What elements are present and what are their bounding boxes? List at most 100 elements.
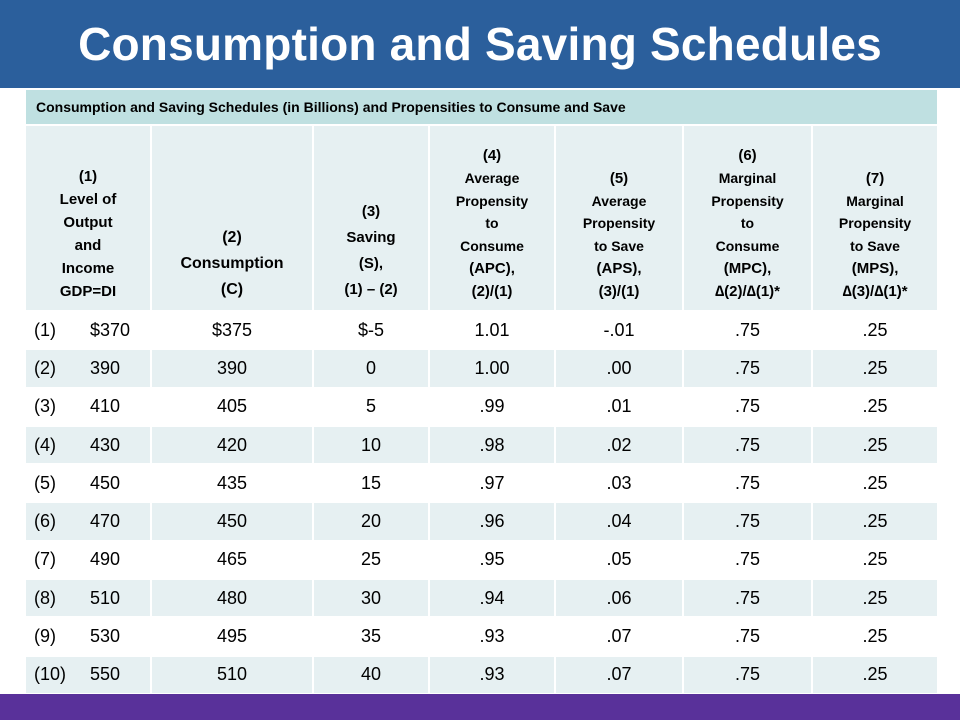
header-line: (1) – (2) — [344, 281, 398, 298]
header-line: ∆(2)/∆(1)* — [714, 283, 781, 300]
column-header-1: (1) Level of Output and Income GDP=DI — [24, 124, 152, 312]
cell-output-income: (8) 510 — [24, 578, 152, 619]
title-bar: Consumption and Saving Schedules — [0, 0, 960, 88]
cell-mps: .25 — [810, 578, 940, 619]
header-line: and — [74, 237, 102, 254]
cell-consumption: 450 — [150, 501, 314, 542]
cell-aps: .01 — [554, 386, 684, 427]
cell-aps: .04 — [554, 501, 684, 542]
cell-apc: .95 — [428, 539, 556, 581]
header-line: to — [485, 215, 499, 231]
cell-saving: $-5 — [312, 309, 430, 351]
header-line: (2) — [222, 229, 242, 246]
schedule-table-container: Consumption and Saving Schedules (in Bil… — [23, 88, 940, 695]
cell-mpc: .75 — [682, 539, 813, 581]
header-line: (APS), — [596, 260, 642, 277]
header-line: Level of — [59, 191, 117, 208]
cell-aps: .07 — [554, 654, 684, 695]
gdp-value: 390 — [90, 357, 121, 378]
header-line: to — [740, 215, 755, 231]
cell-saving: 30 — [312, 578, 430, 619]
table-row: (9) 530 495 35.93.07.75.25 — [24, 616, 940, 657]
header-line: Consume — [715, 237, 780, 254]
column-header-3: (3) Saving (S), (1) – (2) — [312, 124, 430, 312]
column-header-6: (6) Marginal Propensity to Consume (MPC), ∆(2)… — [682, 124, 813, 312]
cell-mpc: .75 — [682, 501, 813, 542]
header-line: (MPC), — [723, 260, 772, 277]
cell-output-income: (5) 450 — [24, 463, 152, 504]
cell-mpc: .75 — [682, 578, 813, 619]
row-index: (10) — [34, 664, 67, 685]
header-line: Marginal — [846, 192, 904, 209]
row-index: (8) — [34, 587, 56, 608]
header-row: (1) Level of Output and Income GDP=DI (2) Consu… — [24, 124, 940, 312]
table-row: (6) 470 450 20.96.04.75.25 — [24, 501, 940, 542]
cell-mps: .25 — [810, 424, 940, 466]
cell-aps: .03 — [554, 463, 684, 504]
cell-aps: -.01 — [554, 309, 684, 351]
cell-mps: .25 — [810, 463, 940, 504]
gdp-value: $370 — [90, 319, 131, 340]
cell-saving: 25 — [312, 539, 430, 581]
header-line: ∆(3)/∆(1)* — [842, 283, 908, 300]
header-line: Income — [61, 260, 115, 277]
cell-saving: 35 — [312, 616, 430, 657]
header-line: (4) — [482, 147, 502, 164]
cell-mps: .25 — [810, 386, 940, 427]
header-line: Average — [591, 192, 647, 209]
cell-consumption: 435 — [150, 463, 314, 504]
table-row: (2) 390 390 0 1.00.00.75.25 — [24, 348, 940, 389]
cell-consumption: 465 — [150, 539, 314, 581]
table-row: (10) 550 510 40.93.07.75.25 — [24, 654, 940, 695]
cell-apc: .93 — [428, 616, 556, 657]
gdp-value: 410 — [90, 396, 121, 417]
column-header-5: (5) Average Propensity to Save (APS), (3)/(1) — [554, 124, 684, 312]
cell-output-income: (2) 390 — [24, 348, 152, 389]
cell-output-income: (6) 470 — [24, 501, 152, 542]
cell-output-income: (9) 530 — [24, 616, 152, 657]
cell-mps: .25 — [810, 539, 940, 581]
row-index: (9) — [34, 626, 56, 647]
header-line: Propensity — [455, 192, 529, 209]
header-line: to Save — [594, 237, 644, 254]
table-row: (5) 450 435 15.97.03.75.25 — [24, 463, 940, 504]
cell-apc: .94 — [428, 578, 556, 619]
cell-output-income: (10) 550 — [24, 654, 152, 695]
schedule-table: Consumption and Saving Schedules (in Bil… — [23, 88, 940, 695]
table-row: (4) 430 420 10.98.02.75.25 — [24, 424, 940, 466]
cell-aps: .05 — [554, 539, 684, 581]
gdp-value: 530 — [90, 626, 121, 647]
header-line: (5) — [609, 169, 629, 187]
header-line: Consumption — [180, 255, 284, 272]
header-line: (7) — [865, 169, 885, 187]
cell-consumption: 510 — [150, 654, 314, 695]
row-index: (3) — [34, 396, 56, 417]
gdp-value: 430 — [90, 434, 121, 455]
header-line: (6) — [738, 147, 757, 164]
header-line: (APC), — [469, 260, 515, 277]
header-line: Marginal — [718, 170, 777, 186]
cell-mps: .25 — [810, 348, 940, 389]
cell-consumption: 480 — [150, 578, 314, 619]
cell-apc: .97 — [428, 463, 556, 504]
cell-apc: 1.00 — [428, 348, 556, 389]
cell-consumption: 420 — [150, 424, 314, 466]
cell-output-income: (4) 430 — [24, 424, 152, 466]
column-header-2: (2) Consumption (C) — [150, 124, 314, 312]
cell-aps: .07 — [554, 616, 684, 657]
cell-consumption: 495 — [150, 616, 314, 657]
column-header-4: (4) Average Propensity to Consume (APC), (2)/(… — [428, 124, 556, 312]
header-line: Propensity — [582, 215, 656, 231]
row-index: (6) — [34, 511, 56, 532]
table-caption: Consumption and Saving Schedules (in Bil… — [23, 88, 940, 126]
cell-apc: .96 — [428, 501, 556, 542]
cell-mpc: .75 — [682, 309, 813, 351]
cell-mpc: .75 — [682, 463, 813, 504]
cell-aps: .00 — [554, 348, 684, 389]
gdp-value: 450 — [90, 472, 121, 493]
header-line: Propensity — [838, 215, 912, 231]
header-line: (3)/(1) — [598, 283, 640, 300]
header-line: (C) — [220, 281, 244, 298]
cell-mpc: .75 — [682, 616, 813, 657]
cell-mps: .25 — [810, 501, 940, 542]
